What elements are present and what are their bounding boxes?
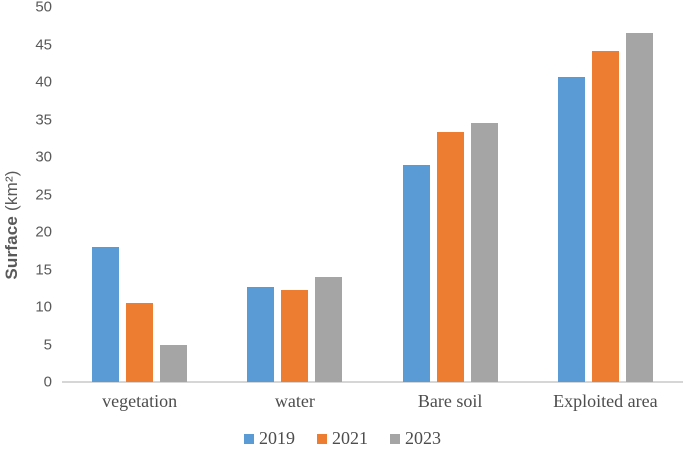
- x-category-label: Bare soil: [417, 391, 483, 411]
- x-category-label: Exploited area: [553, 391, 658, 411]
- bar-2019-bare-soil: [402, 165, 430, 382]
- bar-2019-vegetation: [92, 247, 120, 382]
- legend-label: 2019: [259, 428, 295, 448]
- bar-2021-vegetation: [126, 303, 154, 382]
- x-axis-labels: vegetation water Bare soil Exploited area: [62, 391, 683, 412]
- bar-2023-exploited-area: [625, 33, 653, 382]
- bar-2021-water: [281, 289, 309, 382]
- bar-group-vegetation: [62, 7, 217, 382]
- bar-2023-bare-soil: [470, 123, 498, 382]
- bar-2021-exploited-area: [591, 50, 619, 382]
- y-tick-label: 10: [35, 298, 52, 316]
- legend: 2019 2021 2023: [0, 428, 685, 449]
- y-tick-label: 40: [35, 73, 52, 91]
- y-tick-label: 20: [35, 223, 52, 241]
- bar-2021-bare-soil: [436, 131, 464, 382]
- x-category-label: water: [274, 391, 315, 411]
- legend-item-2019: 2019: [244, 428, 295, 449]
- legend-swatch-icon: [244, 433, 254, 444]
- y-tick-label: 45: [35, 36, 52, 53]
- y-tick-label: 0: [43, 373, 52, 391]
- bar-group-exploited-area: [528, 7, 683, 382]
- legend-label: 2023: [405, 428, 441, 448]
- y-tick-label: 15: [35, 261, 52, 278]
- legend-label: 2021: [332, 428, 368, 448]
- bar-2023-vegetation: [160, 344, 188, 382]
- y-tick-label: 5: [43, 336, 52, 353]
- bar-group-bare-soil: [373, 7, 528, 382]
- plot-area: [62, 7, 683, 383]
- y-tick-label: 50: [35, 0, 52, 16]
- y-tick-label: 35: [35, 111, 52, 128]
- legend-item-2023: 2023: [390, 428, 441, 449]
- x-axis-line: [62, 381, 683, 383]
- legend-swatch-icon: [390, 433, 400, 444]
- bar-2019-water: [247, 286, 275, 382]
- legend-swatch-icon: [317, 433, 327, 444]
- x-category-label: vegetation: [102, 391, 178, 411]
- bar-2019-exploited-area: [557, 76, 585, 382]
- bar-groups: [62, 7, 683, 382]
- bar-group-water: [217, 7, 372, 382]
- y-axis-ticks: 0 5 10 15 20 25 30 35 40 45 50: [0, 0, 52, 390]
- bar-2023-water: [315, 277, 343, 382]
- y-tick-label: 25: [35, 186, 52, 203]
- legend-item-2021: 2021: [317, 428, 368, 449]
- y-tick-label: 30: [35, 148, 52, 166]
